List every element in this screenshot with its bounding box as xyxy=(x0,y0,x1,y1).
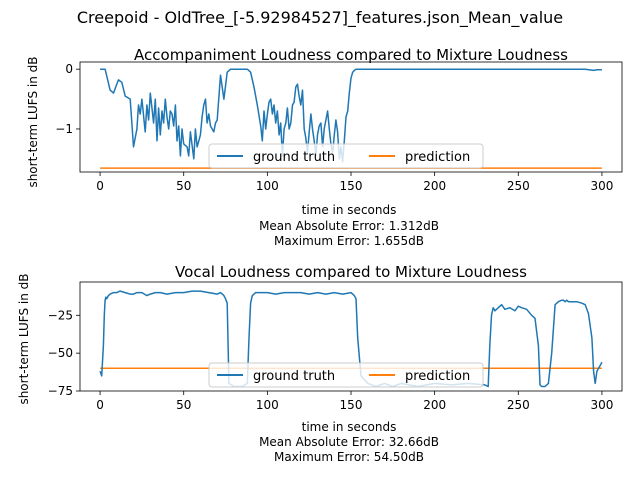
chart-title: Accompaniment Loudness compared to Mixtu… xyxy=(134,46,568,64)
x-tick-label: 300 xyxy=(590,179,613,193)
plot-area: 0 50 100 150 200 250 300 0 −1 ground truth predict… xyxy=(55,61,623,193)
x-tick-label: 100 xyxy=(256,398,279,412)
legend-label-ground-truth: ground truth xyxy=(253,369,335,384)
x-tick-label: 250 xyxy=(507,179,530,193)
subplot-accompaniment: Accompaniment Loudness compared to Mixtu… xyxy=(26,46,623,248)
x-tick-label: 300 xyxy=(590,398,613,412)
x-tick-label: 250 xyxy=(507,398,530,412)
x-tick-label: 150 xyxy=(340,398,363,412)
legend-label-ground-truth: ground truth xyxy=(253,150,335,165)
figure-suptitle: Creepoid - OldTree_[-5.92984527]_feature… xyxy=(77,8,563,28)
series-line-ground-truth xyxy=(99,290,603,388)
x-tick-label: 200 xyxy=(423,179,446,193)
x-axis-label: time in seconds xyxy=(302,420,397,434)
subplot-vocal: Vocal Loudness compared to Mixture Loudn… xyxy=(17,263,623,464)
x-tick-label: 50 xyxy=(176,398,191,412)
legend-label-prediction: prediction xyxy=(405,150,470,165)
x-axis-label: time in seconds xyxy=(302,203,397,217)
legend: ground truth prediction xyxy=(208,362,484,388)
x-tick-label: 0 xyxy=(96,398,104,412)
y-tick-label: −75 xyxy=(48,384,73,398)
legend-box xyxy=(208,143,484,169)
mean-absolute-error-note: Mean Absolute Error: 1.312dB xyxy=(259,219,439,233)
maximum-error-note: Maximum Error: 1.655dB xyxy=(274,234,424,248)
chart-title: Vocal Loudness compared to Mixture Loudn… xyxy=(175,263,527,281)
y-tick-label: −50 xyxy=(48,346,73,360)
legend: ground truth prediction xyxy=(208,143,484,169)
x-tick-label: 0 xyxy=(96,179,104,193)
legend-label-prediction: prediction xyxy=(405,369,470,384)
x-tick-label: 150 xyxy=(340,179,363,193)
x-tick-label: 100 xyxy=(256,179,279,193)
plot-area: 0 50 100 150 200 250 300 −25 −50 −75 ground truth p… xyxy=(48,281,623,412)
x-tick-label: 200 xyxy=(423,398,446,412)
x-tick-label: 50 xyxy=(176,179,191,193)
y-tick-label: 0 xyxy=(65,62,73,76)
y-axis-label: short-term LUFS in dB xyxy=(17,273,31,404)
y-tick-label: −25 xyxy=(48,308,73,322)
y-axis-label: short-term LUFS in dB xyxy=(26,56,40,187)
legend-box xyxy=(208,362,484,388)
mean-absolute-error-note: Mean Absolute Error: 32.66dB xyxy=(259,435,439,449)
maximum-error-note: Maximum Error: 54.50dB xyxy=(274,450,424,464)
y-tick-label: −1 xyxy=(55,122,73,136)
